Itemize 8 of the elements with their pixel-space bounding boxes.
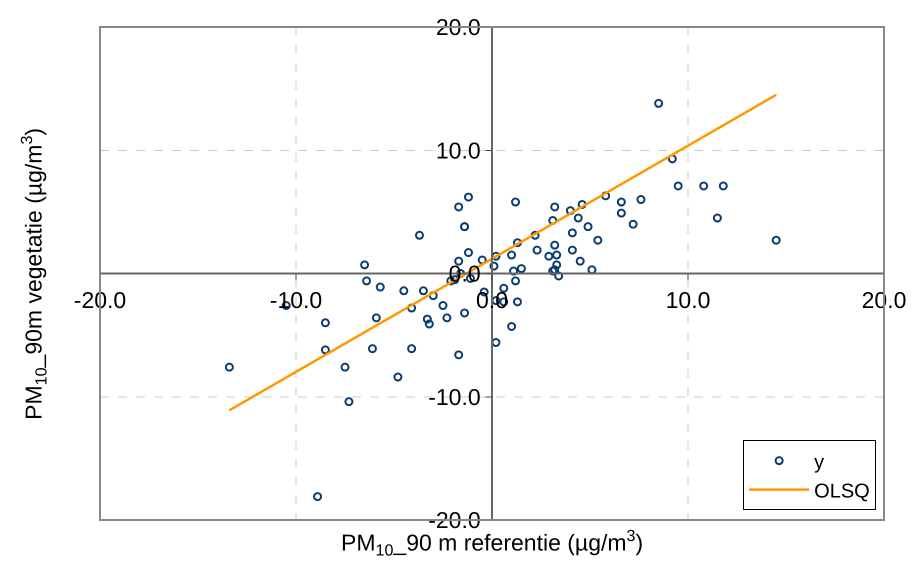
x-tick-label: 10.0 [666,286,710,313]
legend-label: y [814,451,824,474]
x-axis-title: PM$_{10}$_90 m referentie (µg/m$^{3}$) [341,527,644,560]
y-tick-label: 10.0 [436,137,481,164]
x-tick-label: -10.0 [270,286,322,313]
y-tick-label: -10.0 [428,384,481,410]
legend-label: OLSQ [814,480,870,502]
x-tick-label: -20.0 [74,286,126,313]
